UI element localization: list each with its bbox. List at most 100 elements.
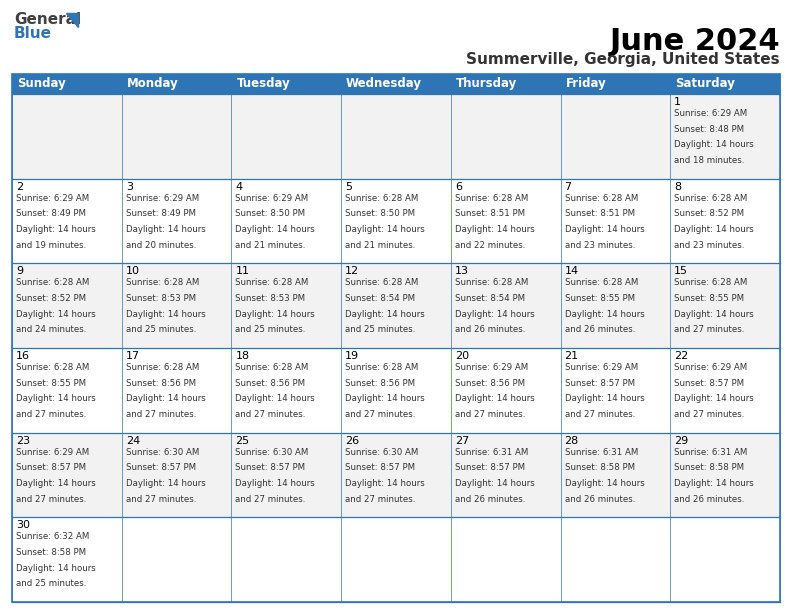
Text: Daylight: 14 hours: Daylight: 14 hours (126, 479, 205, 488)
Text: Daylight: 14 hours: Daylight: 14 hours (235, 394, 315, 403)
Text: 8: 8 (674, 182, 681, 192)
Text: Sunrise: 6:28 AM: Sunrise: 6:28 AM (565, 278, 638, 287)
Text: Sunset: 8:57 PM: Sunset: 8:57 PM (235, 463, 306, 472)
Text: Daylight: 14 hours: Daylight: 14 hours (16, 394, 96, 403)
Text: Sunset: 8:56 PM: Sunset: 8:56 PM (345, 379, 415, 388)
Text: and 23 minutes.: and 23 minutes. (565, 241, 635, 250)
Text: and 25 minutes.: and 25 minutes. (345, 326, 416, 334)
Text: Wednesday: Wednesday (346, 78, 422, 91)
Text: Sunrise: 6:28 AM: Sunrise: 6:28 AM (455, 278, 528, 287)
Text: Daylight: 14 hours: Daylight: 14 hours (235, 479, 315, 488)
Text: and 26 minutes.: and 26 minutes. (565, 326, 635, 334)
Text: Sunset: 8:56 PM: Sunset: 8:56 PM (455, 379, 525, 388)
Text: Daylight: 14 hours: Daylight: 14 hours (455, 394, 535, 403)
Text: and 21 minutes.: and 21 minutes. (235, 241, 306, 250)
Text: Sunrise: 6:28 AM: Sunrise: 6:28 AM (16, 363, 89, 372)
Text: Sunrise: 6:29 AM: Sunrise: 6:29 AM (16, 447, 89, 457)
Text: Daylight: 14 hours: Daylight: 14 hours (345, 479, 425, 488)
Text: and 27 minutes.: and 27 minutes. (345, 410, 416, 419)
Text: Daylight: 14 hours: Daylight: 14 hours (16, 479, 96, 488)
Text: Blue: Blue (14, 26, 52, 41)
Text: and 27 minutes.: and 27 minutes. (235, 410, 306, 419)
Text: Sunset: 8:55 PM: Sunset: 8:55 PM (674, 294, 744, 303)
Text: Sunrise: 6:28 AM: Sunrise: 6:28 AM (126, 363, 199, 372)
Text: 7: 7 (565, 182, 572, 192)
Text: Sunset: 8:53 PM: Sunset: 8:53 PM (126, 294, 196, 303)
Text: Daylight: 14 hours: Daylight: 14 hours (126, 225, 205, 234)
Text: 6: 6 (455, 182, 462, 192)
Text: 29: 29 (674, 436, 688, 446)
Text: Thursday: Thursday (456, 78, 517, 91)
Text: Daylight: 14 hours: Daylight: 14 hours (126, 310, 205, 319)
Text: and 27 minutes.: and 27 minutes. (674, 326, 744, 334)
Text: 17: 17 (126, 351, 140, 361)
Text: 22: 22 (674, 351, 688, 361)
Text: and 26 minutes.: and 26 minutes. (455, 494, 525, 504)
Text: 19: 19 (345, 351, 360, 361)
Text: and 19 minutes.: and 19 minutes. (16, 241, 86, 250)
Text: and 27 minutes.: and 27 minutes. (16, 410, 86, 419)
Text: 13: 13 (455, 266, 469, 277)
Bar (12, 74, 780, 602)
Text: Sunrise: 6:29 AM: Sunrise: 6:29 AM (16, 193, 89, 203)
Text: and 25 minutes.: and 25 minutes. (235, 326, 306, 334)
Text: and 18 minutes.: and 18 minutes. (674, 156, 744, 165)
Text: Daylight: 14 hours: Daylight: 14 hours (565, 225, 645, 234)
Text: Sunrise: 6:28 AM: Sunrise: 6:28 AM (126, 278, 199, 287)
Text: Sunrise: 6:29 AM: Sunrise: 6:29 AM (674, 109, 748, 118)
Text: Sunset: 8:56 PM: Sunset: 8:56 PM (235, 379, 306, 388)
Text: and 25 minutes.: and 25 minutes. (16, 580, 86, 589)
Text: 28: 28 (565, 436, 579, 446)
Text: Daylight: 14 hours: Daylight: 14 hours (16, 225, 96, 234)
Text: Daylight: 14 hours: Daylight: 14 hours (455, 310, 535, 319)
Text: Sunset: 8:48 PM: Sunset: 8:48 PM (674, 125, 744, 133)
Text: Sunset: 8:57 PM: Sunset: 8:57 PM (126, 463, 196, 472)
Text: Sunset: 8:58 PM: Sunset: 8:58 PM (16, 548, 86, 557)
Text: 1: 1 (674, 97, 681, 107)
Text: and 27 minutes.: and 27 minutes. (126, 410, 196, 419)
Text: Sunrise: 6:28 AM: Sunrise: 6:28 AM (674, 278, 748, 287)
Text: and 25 minutes.: and 25 minutes. (126, 326, 196, 334)
Text: Daylight: 14 hours: Daylight: 14 hours (345, 310, 425, 319)
Text: Sunrise: 6:28 AM: Sunrise: 6:28 AM (345, 363, 418, 372)
Text: Daylight: 14 hours: Daylight: 14 hours (455, 479, 535, 488)
Text: Sunset: 8:51 PM: Sunset: 8:51 PM (455, 209, 525, 218)
Text: and 27 minutes.: and 27 minutes. (565, 410, 635, 419)
Text: and 26 minutes.: and 26 minutes. (674, 494, 744, 504)
Text: Sunrise: 6:31 AM: Sunrise: 6:31 AM (455, 447, 528, 457)
Text: Daylight: 14 hours: Daylight: 14 hours (345, 225, 425, 234)
Text: June 2024: June 2024 (609, 27, 780, 56)
Text: 12: 12 (345, 266, 360, 277)
Text: Sunset: 8:51 PM: Sunset: 8:51 PM (565, 209, 634, 218)
Text: 15: 15 (674, 266, 688, 277)
Text: Sunday: Sunday (17, 78, 66, 91)
Text: 23: 23 (16, 436, 30, 446)
Text: Daylight: 14 hours: Daylight: 14 hours (345, 394, 425, 403)
Text: 20: 20 (455, 351, 469, 361)
Text: 27: 27 (455, 436, 469, 446)
Text: Sunset: 8:55 PM: Sunset: 8:55 PM (565, 294, 634, 303)
Text: Sunrise: 6:28 AM: Sunrise: 6:28 AM (674, 193, 748, 203)
Text: and 27 minutes.: and 27 minutes. (235, 494, 306, 504)
Text: Sunset: 8:58 PM: Sunset: 8:58 PM (674, 463, 744, 472)
Text: Sunset: 8:49 PM: Sunset: 8:49 PM (16, 209, 86, 218)
Text: Daylight: 14 hours: Daylight: 14 hours (674, 310, 754, 319)
Text: and 27 minutes.: and 27 minutes. (455, 410, 525, 419)
Text: Daylight: 14 hours: Daylight: 14 hours (674, 479, 754, 488)
Bar (12, 94, 780, 179)
Text: Sunset: 8:53 PM: Sunset: 8:53 PM (235, 294, 306, 303)
Text: Summerville, Georgia, United States: Summerville, Georgia, United States (466, 52, 780, 67)
Text: Saturday: Saturday (676, 78, 735, 91)
Text: Sunset: 8:50 PM: Sunset: 8:50 PM (345, 209, 415, 218)
Text: Sunrise: 6:28 AM: Sunrise: 6:28 AM (345, 278, 418, 287)
Text: Sunset: 8:57 PM: Sunset: 8:57 PM (16, 463, 86, 472)
Text: and 23 minutes.: and 23 minutes. (674, 241, 744, 250)
Text: and 22 minutes.: and 22 minutes. (455, 241, 525, 250)
Text: Sunrise: 6:32 AM: Sunrise: 6:32 AM (16, 532, 89, 542)
Text: 25: 25 (235, 436, 249, 446)
Bar (12, 433, 780, 517)
Text: Daylight: 14 hours: Daylight: 14 hours (674, 394, 754, 403)
Text: Sunset: 8:55 PM: Sunset: 8:55 PM (16, 379, 86, 388)
Bar (12, 263, 780, 348)
Text: Daylight: 14 hours: Daylight: 14 hours (455, 225, 535, 234)
